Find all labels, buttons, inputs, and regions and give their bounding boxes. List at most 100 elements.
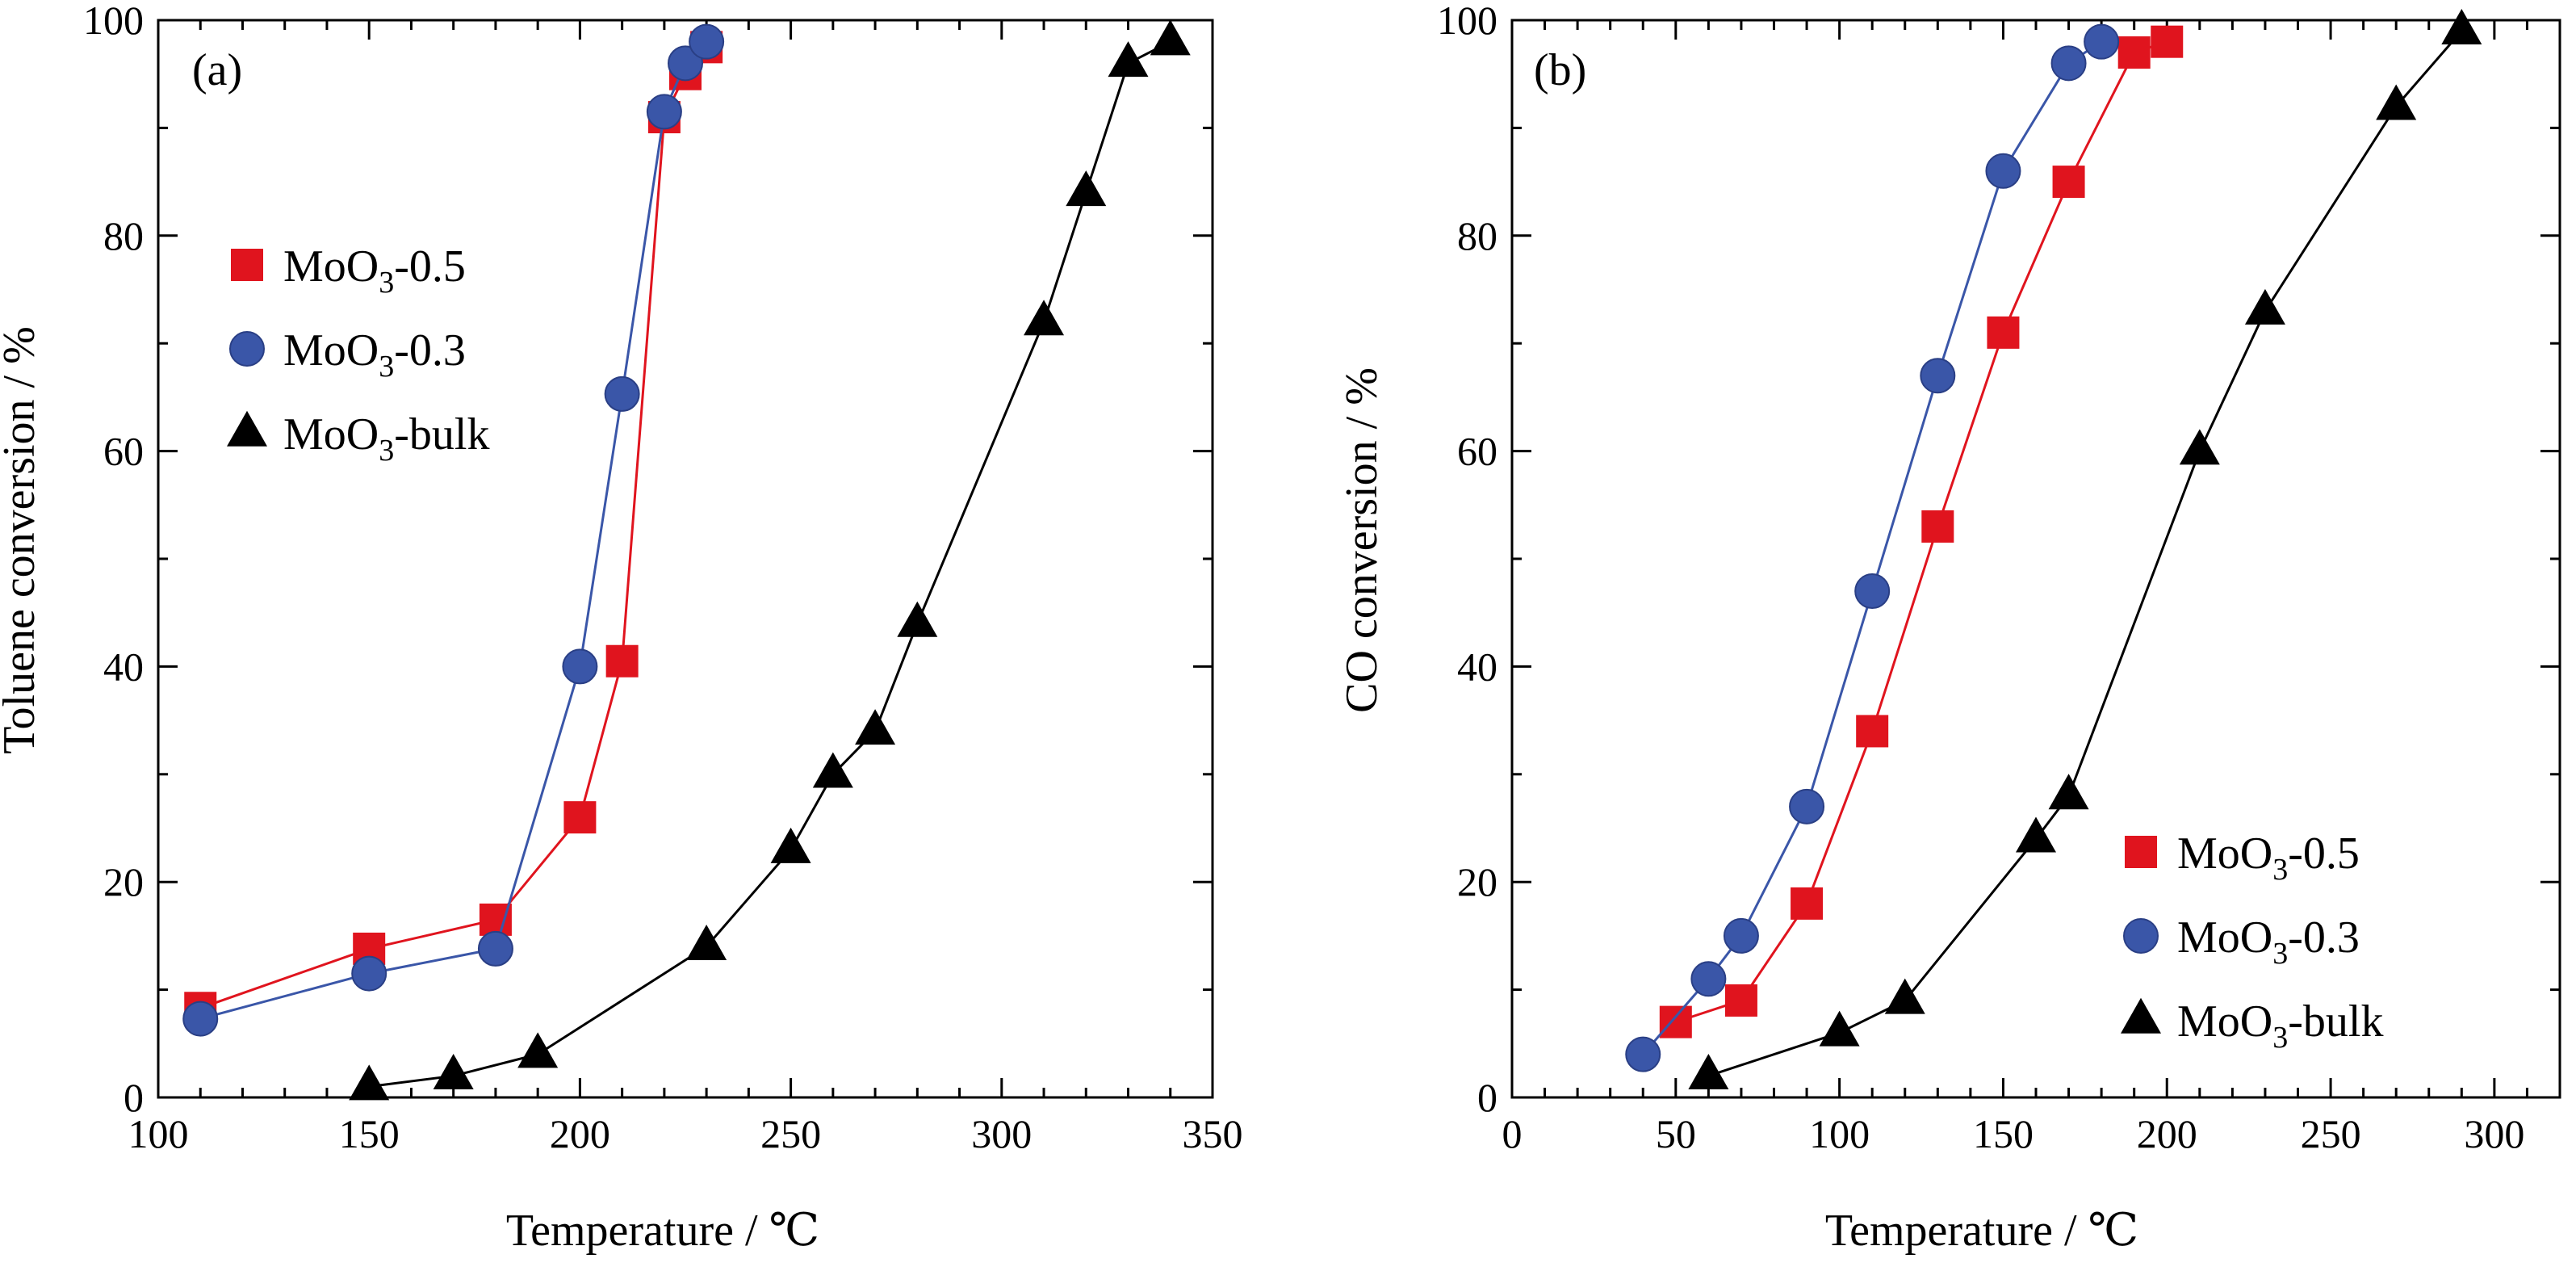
panel-a-data-point-triangle bbox=[855, 709, 896, 745]
panel-b-data-point-square bbox=[1987, 316, 2020, 349]
panel-b-x-axis-title: Temperature / ℃ bbox=[1825, 1206, 2138, 1256]
panel-a-data-point-triangle bbox=[1150, 19, 1191, 56]
panel-a-data-point-triangle bbox=[433, 1054, 474, 1090]
panel-b-data-point-circle bbox=[2084, 23, 2120, 60]
panel-a-legend-label-square: MoO3-0.5 bbox=[283, 241, 466, 300]
panel-a-data-point-circle bbox=[477, 930, 513, 967]
panel-b-data-point-square bbox=[2151, 25, 2184, 58]
panel-b-data-point-triangle bbox=[1688, 1054, 1729, 1090]
panel-b-x-tick-label: 50 bbox=[1656, 1111, 1696, 1156]
panel-a-legend-label-circle: MoO3-0.3 bbox=[283, 325, 466, 384]
panel-a-data-point-circle bbox=[182, 1001, 219, 1037]
panel-b-y-tick-label: 40 bbox=[1457, 644, 1497, 689]
panel-b-data-point-triangle bbox=[1884, 978, 1925, 1014]
panel-b-data-point-circle bbox=[1920, 358, 1956, 394]
panel-b-x-tick-label: 200 bbox=[2137, 1111, 2197, 1156]
panel-a-data-point-triangle bbox=[897, 601, 938, 637]
panel-b-data-point-square bbox=[2117, 36, 2151, 69]
panel-b-legend: MoO3-0.5 MoO3-0.3 MoO3-bulk bbox=[2121, 829, 2383, 1055]
panel-a-x-tick-label: 350 bbox=[1183, 1111, 1243, 1156]
panel-a-legend-marker-circle bbox=[229, 331, 265, 367]
panel-b-legend-marker-square bbox=[2125, 836, 2157, 868]
panel-b-data-point-circle bbox=[1690, 961, 1727, 997]
panel-b-series-triangle bbox=[1688, 9, 2482, 1090]
panel-b-data-point-circle bbox=[2050, 45, 2087, 82]
panel-b-data-point-circle bbox=[1625, 1036, 1661, 1072]
panel-a-x-tick-label: 100 bbox=[128, 1111, 189, 1156]
panel-b-series-square bbox=[1659, 25, 2184, 1038]
panel-b-co-conversion: (b) Temperature / ℃ CO conversion / % 0 5… bbox=[1337, 0, 2561, 1256]
panel-a-x-tick-label: 250 bbox=[760, 1111, 821, 1156]
panel-b-x-tick-label: 150 bbox=[1973, 1111, 2034, 1156]
panel-a-data-point-circle bbox=[668, 45, 703, 82]
panel-a-data-point-triangle bbox=[1024, 300, 1065, 336]
panel-b-series-line-circle bbox=[1642, 40, 2102, 1055]
panel-b-y-tick-label: 100 bbox=[1437, 0, 1497, 43]
panel-b-y-tick-label: 0 bbox=[1477, 1075, 1497, 1120]
panel-a-legend: MoO3-0.5 MoO3-0.3 MoO3-bulk bbox=[227, 241, 489, 468]
panel-a-plot-frame bbox=[157, 19, 1214, 1099]
panel-a-y-tick-label: 40 bbox=[103, 644, 144, 689]
panel-b-series-circle bbox=[1625, 23, 2120, 1072]
panel-b-y-tick-label: 60 bbox=[1457, 429, 1497, 474]
panel-a-label: (a) bbox=[192, 45, 242, 95]
panel-b-data-point-triangle bbox=[2179, 429, 2220, 465]
panel-a-x-tick-label: 300 bbox=[971, 1111, 1032, 1156]
panel-a-data-point-triangle bbox=[812, 752, 853, 788]
panel-b-y-tick-label: 20 bbox=[1457, 859, 1497, 904]
panel-b-data-point-triangle bbox=[2048, 774, 2089, 810]
panel-a-x-axis-title: Temperature / ℃ bbox=[506, 1206, 819, 1256]
panel-a-data-point-circle bbox=[604, 375, 640, 412]
panel-b-legend-marker-circle bbox=[2123, 918, 2159, 954]
panel-b-data-point-square bbox=[1856, 715, 1889, 748]
panel-b-legend-label-square: MoO3-0.5 bbox=[2177, 829, 2360, 887]
panel-b-data-point-triangle bbox=[1819, 1010, 1860, 1047]
panel-a-legend-marker-triangle bbox=[227, 410, 267, 447]
panel-a-data-point-circle bbox=[351, 955, 387, 992]
panel-a-data-point-square bbox=[563, 801, 597, 834]
panel-b-legend-label-triangle: MoO3-bulk bbox=[2177, 996, 2383, 1055]
panel-a-y-tick-label: 60 bbox=[103, 429, 144, 474]
panel-a-series-square bbox=[184, 31, 723, 1025]
panel-a-series-circle bbox=[182, 23, 725, 1037]
panel-a-legend-marker-square bbox=[231, 249, 263, 281]
panel-b-data-point-triangle bbox=[2441, 9, 2482, 45]
panel-b-data-point-circle bbox=[1985, 153, 2021, 189]
panel-a-data-point-triangle bbox=[1108, 41, 1149, 78]
panel-b-data-point-circle bbox=[1789, 788, 1825, 824]
panel-a-data-point-triangle bbox=[770, 827, 811, 863]
panel-a-data-point-triangle bbox=[349, 1064, 390, 1101]
panel-b-data-point-square bbox=[2052, 166, 2085, 199]
panel-a-series-line-square bbox=[199, 46, 708, 1009]
panel-b-data-point-circle bbox=[1854, 573, 1891, 610]
panel-a-legend-label-triangle: MoO3-bulk bbox=[283, 409, 489, 468]
panel-b-plot-frame bbox=[1510, 19, 2561, 1099]
panel-b-data-point-triangle bbox=[2016, 816, 2056, 853]
panel-a-data-point-circle bbox=[689, 23, 725, 60]
panel-b-label: (b) bbox=[1534, 45, 1586, 95]
panel-a-data-point-triangle bbox=[686, 924, 727, 960]
panel-b-data-point-square bbox=[1659, 1005, 1692, 1038]
panel-b-y-tick-label: 80 bbox=[1457, 213, 1497, 258]
panel-b-series-line-square bbox=[1675, 40, 2168, 1024]
panel-a-y-tick-label: 0 bbox=[124, 1075, 144, 1120]
panel-a-x-tick-label: 150 bbox=[339, 1111, 400, 1156]
panel-a-y-axis-title: Toluene conversion / % bbox=[0, 326, 44, 753]
panel-b-data-point-triangle bbox=[2244, 288, 2285, 325]
panel-b-x-tick-label: 300 bbox=[2464, 1111, 2524, 1156]
panel-a-y-tick-label: 20 bbox=[103, 859, 144, 904]
panel-b-x-tick-label: 250 bbox=[2301, 1111, 2361, 1156]
panel-a-data-point-circle bbox=[562, 648, 598, 685]
panel-b-data-point-square bbox=[1921, 510, 1954, 543]
panel-b-data-point-square bbox=[1724, 984, 1757, 1017]
panel-b-legend-label-circle: MoO3-0.3 bbox=[2177, 912, 2360, 971]
panel-b-data-point-square bbox=[1791, 887, 1824, 920]
panel-a-data-point-triangle bbox=[517, 1032, 559, 1068]
panel-a-data-point-square bbox=[605, 644, 639, 678]
panel-b-x-tick-label: 0 bbox=[1502, 1111, 1523, 1156]
panel-b-x-tick-label: 100 bbox=[1809, 1111, 1870, 1156]
panel-a-toluene-conversion: (a) Temperature / ℃ Toluene conversion /… bbox=[0, 0, 1243, 1256]
panel-a-x-tick-label: 200 bbox=[550, 1111, 610, 1156]
panel-a-data-point-circle bbox=[646, 94, 682, 130]
panel-b-y-axis-title: CO conversion / % bbox=[1337, 367, 1387, 713]
